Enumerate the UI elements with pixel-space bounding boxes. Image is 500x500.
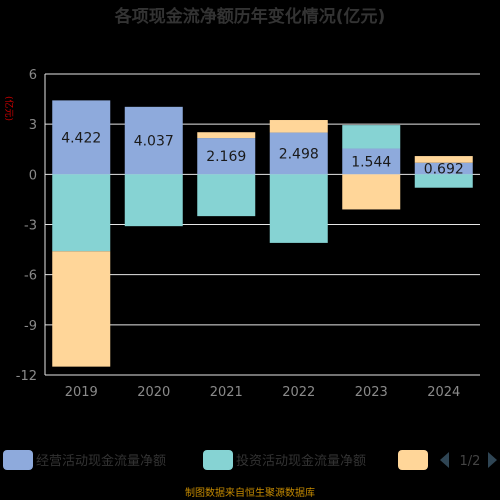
bar-segment[interactable] — [342, 148, 401, 175]
y-tick-label: -6 — [24, 269, 37, 284]
y-tick-label: -9 — [24, 319, 37, 334]
data-label: 2.498 — [279, 146, 319, 162]
bar-segment[interactable] — [342, 125, 401, 149]
bar-segment[interactable] — [124, 106, 183, 175]
grid-lines — [45, 73, 480, 376]
legend-swatch[interactable] — [203, 450, 233, 470]
legend-swatch[interactable] — [3, 450, 33, 470]
bar-segment[interactable] — [269, 120, 328, 133]
y-tick-label: 3 — [29, 118, 37, 133]
bar-segment[interactable] — [52, 174, 111, 252]
bar-segment[interactable] — [414, 156, 473, 163]
x-tick-label: 2024 — [427, 385, 460, 400]
x-tick-label: 2020 — [137, 385, 170, 400]
bar-segment[interactable] — [197, 174, 256, 217]
legend-swatch[interactable] — [398, 450, 428, 470]
bar-segment[interactable] — [52, 100, 111, 175]
x-tick-label: 2023 — [355, 385, 388, 400]
data-label: 4.422 — [61, 130, 101, 146]
data-labels-group: 4.422 4.037 2.169 2.498 1.544 0.692 — [61, 130, 464, 177]
data-label: 0.692 — [424, 162, 464, 178]
bar-segment[interactable] — [342, 174, 401, 210]
legend-next-icon[interactable] — [488, 452, 497, 468]
data-label: 2.169 — [206, 149, 246, 165]
legend-label[interactable]: 投资活动现金流量净额 — [236, 453, 366, 469]
x-tick-label: 2019 — [65, 385, 98, 400]
bar-segment[interactable] — [269, 174, 328, 243]
y-tick-label: -3 — [24, 219, 37, 234]
y-tick-label: 0 — [29, 168, 37, 183]
chart-title: 各项现金流净额历年变化情况(亿元) — [114, 6, 386, 27]
axis-group: 6 3 0 -3 -6 -9 -12 2019 2020 2021 2022 2023 2024 — [16, 68, 461, 400]
legend-label[interactable]: 经营活动现金流量净额 — [36, 453, 166, 469]
data-label: 1.544 — [351, 154, 391, 170]
legend-prev-icon[interactable] — [440, 452, 449, 468]
x-tick-label: 2021 — [210, 385, 243, 400]
bar-segment[interactable] — [52, 251, 111, 367]
bar-segment[interactable] — [197, 138, 256, 175]
x-tick-label: 2022 — [282, 385, 315, 400]
bars-group — [52, 100, 473, 367]
bar-segment[interactable] — [414, 162, 473, 175]
legend: 经营活动现金流量净额 投资活动现金流量净额 1/2 — [3, 450, 497, 470]
bar-segment[interactable] — [124, 174, 183, 227]
data-label: 4.037 — [134, 134, 174, 150]
bar-segment[interactable] — [269, 132, 328, 175]
y-tick-label: 6 — [29, 68, 37, 83]
bar-segment[interactable] — [197, 132, 256, 139]
y-unit-label: (亿元) — [3, 96, 15, 121]
source-note: 制图数据来自恒生聚源数据库 — [185, 486, 315, 499]
legend-page-indicator: 1/2 — [460, 454, 481, 469]
y-tick-label: -12 — [16, 369, 37, 384]
bar-segment[interactable] — [414, 174, 473, 188]
